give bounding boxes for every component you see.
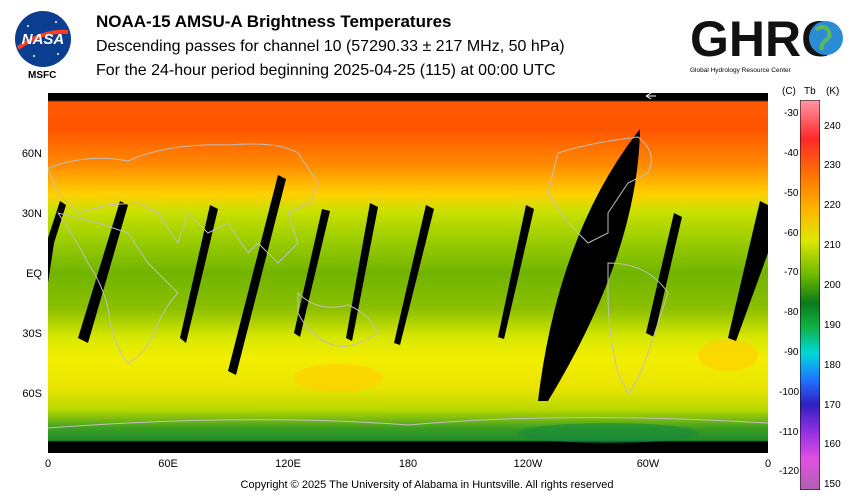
colorbar-unit-c: (C) bbox=[782, 86, 796, 97]
lat-label-30n: 30N bbox=[21, 208, 42, 220]
cb-k-tick: 190 bbox=[824, 320, 841, 331]
cb-k-tick: 180 bbox=[824, 360, 841, 371]
cb-k-tick: 230 bbox=[824, 160, 841, 171]
cb-k-tick: 150 bbox=[824, 479, 841, 490]
subtitle-channel: Descending passes for channel 10 (57290.… bbox=[96, 38, 565, 55]
cb-k-tick: 240 bbox=[824, 121, 841, 132]
msfc-label: MSFC bbox=[28, 70, 57, 81]
cb-c-tick: -80 bbox=[784, 307, 799, 318]
cb-c-tick: -30 bbox=[784, 108, 799, 119]
cb-k-tick: 200 bbox=[824, 280, 841, 291]
cb-c-tick: -90 bbox=[784, 347, 799, 358]
lat-label-eq: EQ bbox=[26, 268, 42, 280]
svg-text:NASA: NASA bbox=[22, 31, 65, 48]
page-title: NOAA-15 AMSU-A Brightness Temperatures bbox=[96, 12, 452, 31]
lon-label-0-right: 0 bbox=[764, 458, 772, 470]
arrow-marker bbox=[645, 93, 656, 100]
cb-k-tick: 160 bbox=[824, 439, 841, 450]
cb-c-tick: -110 bbox=[779, 427, 799, 438]
subtitle-period: For the 24-hour period beginning 2025-04… bbox=[96, 62, 556, 79]
ghrc-logo: GHRC Global Hydrology Resource Center bbox=[690, 11, 843, 74]
lat-label-30s: 30S bbox=[22, 328, 42, 340]
colorbar bbox=[800, 100, 820, 490]
lon-label-180: 180 bbox=[398, 458, 418, 470]
copyright-notice: Copyright © 2025 The University of Alaba… bbox=[240, 479, 614, 491]
cb-k-tick: 210 bbox=[824, 240, 841, 251]
svg-text:Global Hydrology Resource Cent: Global Hydrology Resource Center bbox=[690, 67, 792, 74]
cb-k-tick: 170 bbox=[824, 400, 841, 411]
lon-label-120w: 120W bbox=[513, 458, 543, 470]
coastlines bbox=[48, 136, 768, 429]
lon-label-60w: 60W bbox=[636, 458, 660, 470]
colorbar-unit-tb: Tb bbox=[804, 86, 816, 97]
cb-c-tick: -40 bbox=[784, 148, 799, 159]
cb-c-tick: -120 bbox=[779, 466, 800, 477]
lon-label-60e: 60E bbox=[158, 458, 178, 470]
cb-c-tick: -50 bbox=[784, 188, 799, 199]
lon-label-120e: 120E bbox=[275, 458, 301, 470]
cb-c-tick: -60 bbox=[784, 228, 799, 239]
brightness-temperature-map bbox=[48, 93, 768, 453]
cb-k-tick: 220 bbox=[824, 200, 841, 211]
nasa-logo: NASA bbox=[15, 11, 71, 67]
cb-c-tick: -100 bbox=[779, 387, 800, 398]
cb-c-tick: -70 bbox=[784, 267, 799, 278]
colorbar-unit-k: (K) bbox=[826, 86, 840, 97]
data-gaps bbox=[48, 129, 768, 401]
lat-label-60n: 60N bbox=[21, 148, 42, 160]
lon-label-0: 0 bbox=[44, 458, 52, 470]
lat-label-60s: 60S bbox=[22, 388, 42, 400]
